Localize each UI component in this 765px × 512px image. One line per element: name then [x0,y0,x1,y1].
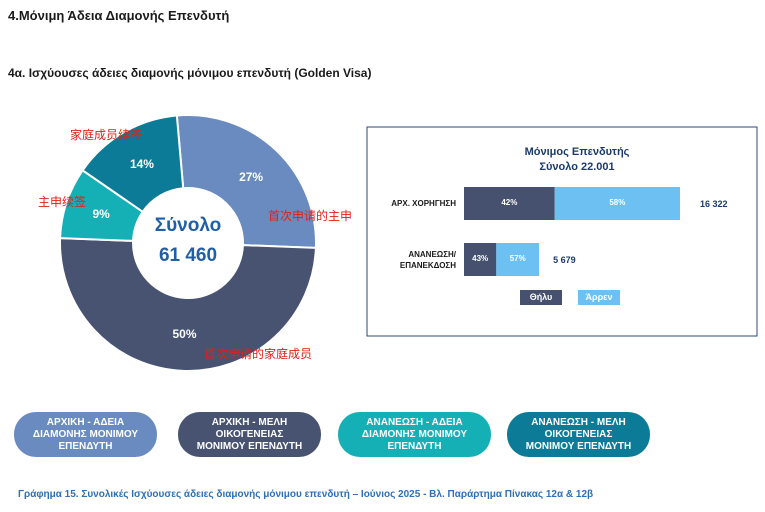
donut-hole [134,189,242,297]
legend-label: ΑΝΑΝΕΩΣΗ - ΑΔΕΙΑ ΔΙΑΜΟΝΗΣ ΜΟΝΙΜΟΥ ΕΠΕΝΔΥ… [361,416,468,452]
annotation: 首次申请的主申 [268,209,353,223]
category-label: ΑΡΧ. ΧΟΡΗΓΗΣΗ [391,199,456,208]
legend-pill [178,412,321,457]
bar-segment [496,243,540,276]
slice-label: 14% [129,156,154,171]
legend-label: ΑΡΧΙΚΗ - ΜΕΛΗ ΟΙΚΟΓΕΝΕΙΑΣ ΜΟΝΙΜΟΥ ΕΠΕΝΔΥ… [196,416,303,452]
legend-pill [338,412,491,457]
bar-chart-subtitle: Σύνολο 22.001 [539,161,615,173]
bar-segment [554,187,680,220]
bar-chart-title: Μόνιμος Επενδυτής [524,146,630,158]
total-label: 5 679 [553,254,576,265]
annotation: 主申续签 [38,195,87,209]
bar-chart-frame [366,126,758,337]
bar-segment [464,243,497,276]
donut-slice [81,114,185,214]
donut-slice [175,114,317,249]
slice-label: 27% [239,169,264,184]
bar-value-label: 43% [472,253,489,263]
category-label: ΑΝΑΝΕΩΣΗ/ ΕΠΑΝΕΚΔΟΣΗ [399,249,456,270]
bar-value-label: 58% [609,197,626,207]
bar-value-label: 57% [509,253,526,263]
legend-pill [14,412,157,457]
bar-value-label: 42% [501,197,518,207]
caption: Γράφημα 15. Συνολικές Ισχύουσες άδειες δ… [18,489,594,500]
center-title: Σύνολο [154,215,222,236]
legend-label: Άρρεν [585,292,613,302]
donut-slice [59,237,317,372]
legend-label: ΑΡΧΙΚΗ - ΑΔΕΙΑ ΔΙΑΜΟΝΗΣ ΜΟΝΙΜΟΥ ΕΠΕΝΔΥΤΗ [32,416,139,452]
slice-label: 50% [172,327,197,342]
annotation: 家庭成员续签 [70,128,143,142]
legend-swatch [578,290,620,305]
legend-label: Θήλυ [529,292,553,302]
legend-label: ΑΝΑΝΕΩΣΗ - ΜΕΛΗ ΟΙΚΟΓΕΝΕΙΑΣ ΜΟΝΙΜΟΥ ΕΠΕΝ… [525,416,632,452]
legend-pill [507,412,650,457]
bar-segment [464,187,555,220]
page-title: 4.Μόνιμη Άδεια Διαμονής Επενδυτή [8,8,230,23]
center-value: 61 460 [158,245,218,266]
legend-swatch [520,290,562,305]
slice-label: 9% [92,207,110,222]
total-label: 16 322 [700,198,728,209]
section-title: 4α. Ισχύουσες άδειες διαμονής μόνιμου επ… [8,66,372,80]
annotation: 首次申请的家庭成员 [204,347,313,361]
